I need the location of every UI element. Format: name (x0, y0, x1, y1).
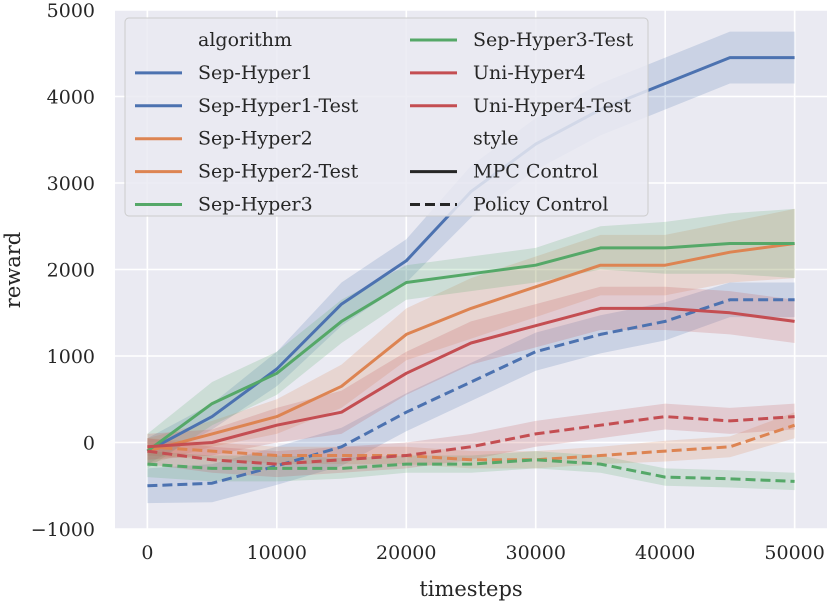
y-tick-label: 3000 (47, 173, 95, 195)
y-tick-label: 1000 (47, 346, 95, 368)
legend-box (124, 17, 649, 217)
band-sep-hyper1 (147, 31, 795, 465)
legend-entry: Sep-Hyper2 (198, 128, 313, 150)
line-sep-hyper3 (146, 242, 795, 453)
legend-entry: Sep-Hyper2-Test (198, 161, 359, 183)
x-tick-label: 40000 (635, 542, 695, 564)
legend-entry: Policy Control (473, 194, 608, 216)
line-sep-hyper3-test (147, 458, 795, 483)
legend-title: algorithm (198, 29, 292, 51)
band-sep-hyper3 (147, 208, 795, 469)
y-tick-labels: −1000 0 1000 2000 3000 4000 5000 (31, 0, 95, 541)
line-sep-hyper2 (147, 242, 795, 453)
y-tick-label: −1000 (31, 519, 95, 541)
x-tick-label: 0 (141, 542, 153, 564)
legend-entry: Sep-Hyper1 (198, 62, 313, 84)
legend-entry: Uni-Hyper4 (473, 62, 586, 84)
x-tick-label: 20000 (376, 542, 436, 564)
legend-entry: Sep-Hyper1-Test (198, 95, 359, 117)
x-axis-label: timesteps (419, 577, 522, 601)
y-tick-label: 0 (83, 433, 95, 455)
series-lines (146, 56, 796, 488)
legend-entry: Sep-Hyper3-Test (473, 29, 634, 51)
legend: algorithm Sep-Hyper1 Sep-Hyper1-Test Sep-Hy… (124, 17, 649, 217)
y-tick-label: 4000 (47, 87, 95, 109)
y-tick-label: 2000 (47, 260, 95, 282)
band-uni-hyper4 (147, 286, 795, 460)
x-tick-label: 30000 (506, 542, 566, 564)
legend-entry: Sep-Hyper3 (198, 194, 313, 216)
y-axis-label: reward (1, 232, 25, 308)
line-sep-hyper2-test (147, 423, 796, 462)
line-uni-hyper4-test (147, 415, 795, 466)
legend-title: style (473, 128, 518, 150)
y-tick-label: 5000 (47, 0, 95, 22)
legend-entry: Uni-Hyper4-Test (473, 95, 632, 117)
x-tick-label: 10000 (247, 542, 307, 564)
line-uni-hyper4 (147, 306, 795, 449)
line-sep-hyper1-test (147, 298, 795, 488)
band-sep-hyper3-test (147, 451, 795, 491)
legend-entry: MPC Control (473, 161, 598, 183)
band-sep-hyper1-test (147, 282, 795, 504)
x-tick-label: 50000 (764, 542, 824, 564)
x-tick-labels: 0 10000 20000 30000 40000 50000 (141, 542, 825, 564)
